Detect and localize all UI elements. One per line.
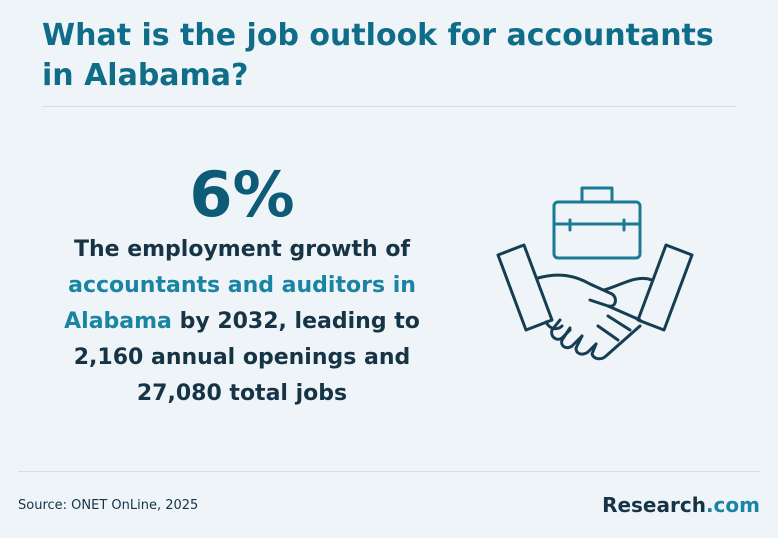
description-text: by 2032, leading to 2,160 annual opening…	[73, 309, 420, 406]
highlight-text: accountants and auditors in Alabama	[64, 273, 416, 334]
description-text: The employment growth of	[73, 237, 411, 262]
brand-logo: Research.com	[602, 493, 760, 517]
title: What is the job outlook for accountants …	[42, 18, 714, 93]
divider	[42, 106, 736, 107]
brand-name: Research	[602, 493, 706, 517]
source: Source: ONET OnLine, 2025	[18, 498, 199, 513]
brand-suffix: .com	[705, 493, 760, 517]
handshake-icon	[496, 186, 694, 361]
divider	[18, 471, 760, 472]
stat-description: The employment growth of accountants and…	[52, 232, 432, 412]
stat-value: 6%	[189, 158, 295, 231]
